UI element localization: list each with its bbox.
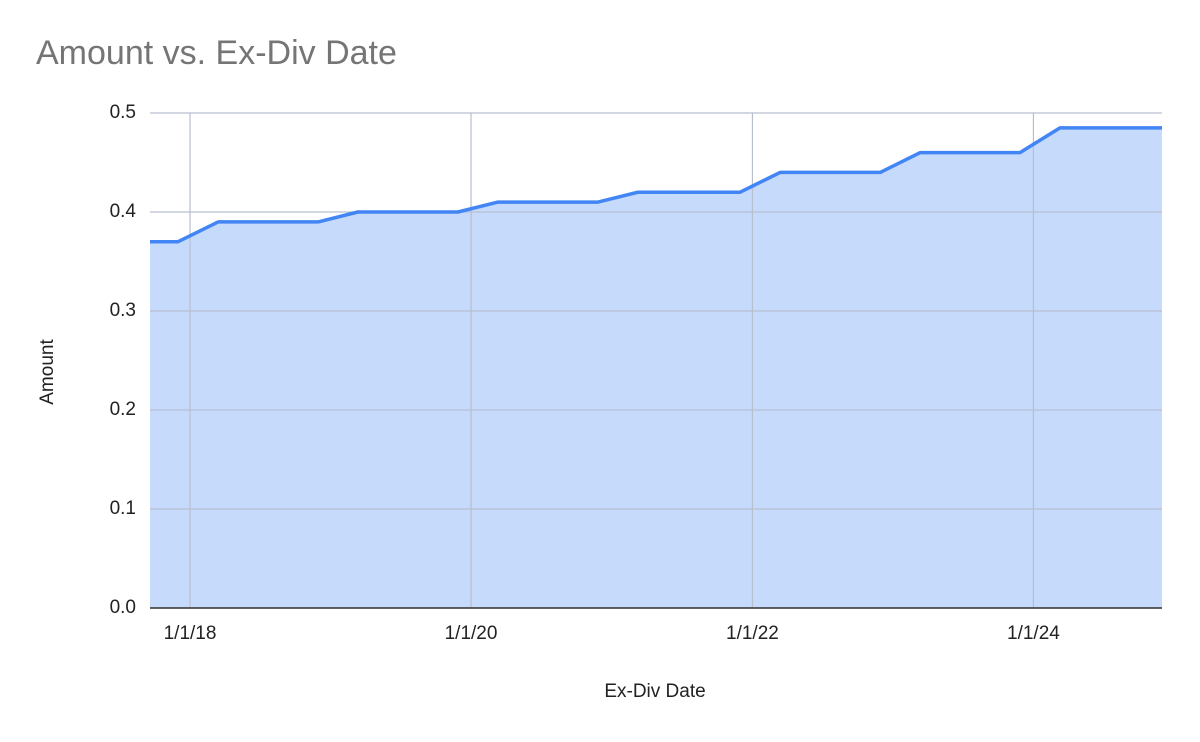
y-tick-label: 0.1 [110,498,136,519]
y-tick-label: 0.5 [110,102,136,123]
y-axis-label: Amount [37,339,58,405]
x-tick-label: 1/1/24 [1007,623,1060,644]
x-axis-label: Ex-Div Date [604,681,705,702]
area-fill [150,127,1162,608]
y-tick-label: 0.3 [110,300,136,321]
y-tick-label: 0.4 [110,201,137,222]
x-tick-label: 1/1/18 [164,623,217,644]
chart-title: Amount vs. Ex-Div Date [36,34,397,72]
y-tick-label: 0.0 [110,597,136,618]
x-tick-label: 1/1/22 [726,623,779,644]
x-tick-label: 1/1/20 [445,623,498,644]
line [150,126,1162,244]
y-tick-label: 0.2 [110,399,136,420]
